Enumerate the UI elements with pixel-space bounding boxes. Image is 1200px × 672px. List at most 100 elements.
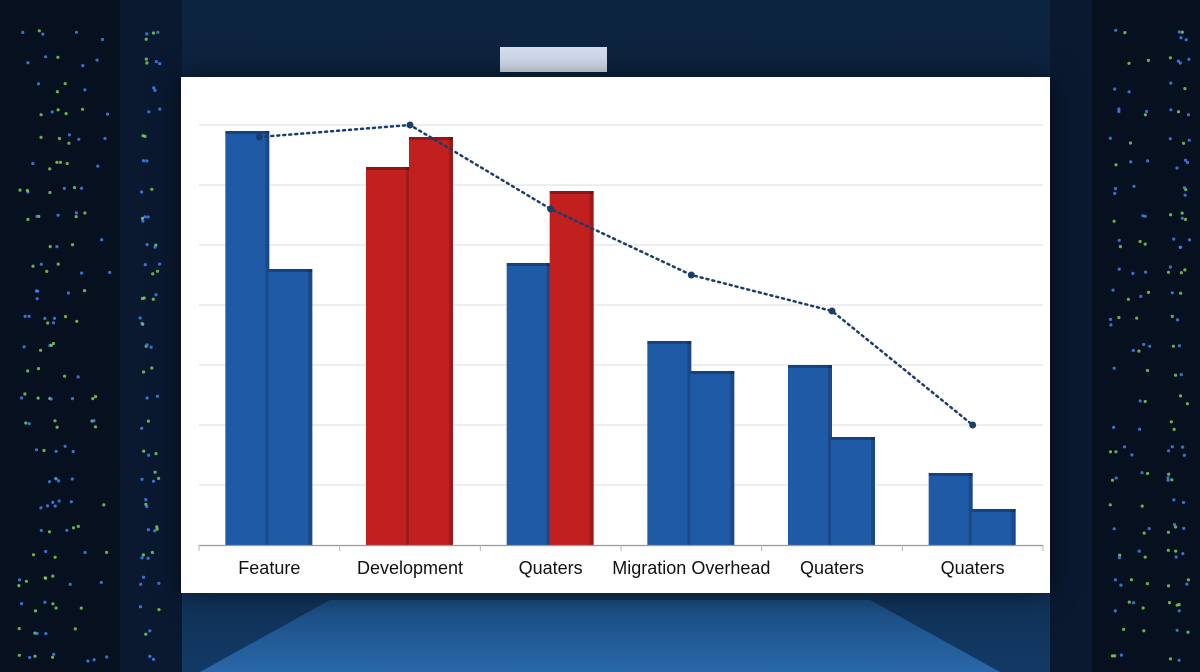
server-led bbox=[1142, 342, 1146, 347]
server-led bbox=[143, 263, 147, 267]
server-led bbox=[1183, 193, 1187, 197]
server-led bbox=[68, 582, 72, 587]
server-led bbox=[1177, 609, 1181, 613]
server-led bbox=[81, 64, 85, 68]
server-led bbox=[1174, 549, 1178, 553]
server-led bbox=[80, 186, 84, 190]
server-led bbox=[26, 369, 30, 373]
server-led bbox=[92, 658, 96, 662]
server-led bbox=[1130, 453, 1134, 457]
server-led bbox=[56, 55, 60, 59]
server-led bbox=[57, 136, 62, 141]
server-led bbox=[105, 655, 109, 659]
server-led bbox=[35, 297, 39, 301]
server-led bbox=[1180, 30, 1184, 34]
server-led bbox=[63, 444, 67, 448]
trend-point bbox=[969, 421, 977, 429]
server-led bbox=[83, 211, 87, 215]
server-led bbox=[1175, 628, 1179, 632]
server-led bbox=[1117, 109, 1121, 114]
server-led bbox=[1119, 583, 1123, 587]
server-led bbox=[1174, 373, 1178, 377]
server-led bbox=[1181, 500, 1186, 505]
server-led bbox=[81, 107, 85, 111]
server-led bbox=[153, 88, 157, 92]
server-led bbox=[1139, 294, 1143, 298]
server-led bbox=[72, 186, 77, 190]
server-led bbox=[1108, 503, 1112, 507]
server-led bbox=[1145, 582, 1149, 586]
server-led bbox=[79, 606, 83, 610]
server-led bbox=[1182, 526, 1186, 531]
server-led bbox=[1143, 242, 1147, 246]
server-led bbox=[1175, 166, 1179, 170]
server-led bbox=[52, 652, 56, 656]
server-led bbox=[145, 61, 149, 65]
server-led bbox=[157, 581, 161, 585]
server-led bbox=[1146, 290, 1151, 294]
server-led bbox=[49, 343, 54, 347]
server-led bbox=[31, 553, 36, 557]
server-led bbox=[20, 602, 24, 606]
server-led bbox=[157, 476, 161, 480]
x-tick-label: Development bbox=[357, 558, 463, 578]
server-led bbox=[151, 31, 156, 35]
server-led bbox=[51, 574, 55, 578]
server-led bbox=[150, 187, 154, 191]
server-led bbox=[1183, 87, 1187, 91]
bar-side-shade bbox=[968, 473, 973, 545]
server-led bbox=[1172, 237, 1176, 241]
server-led bbox=[1108, 317, 1113, 321]
server-led bbox=[43, 576, 47, 580]
x-tick-label: Migration Overhead bbox=[612, 558, 770, 578]
server-led bbox=[36, 367, 41, 371]
server-led bbox=[83, 289, 87, 293]
server-led bbox=[102, 503, 106, 507]
server-led bbox=[51, 500, 55, 504]
server-led bbox=[57, 499, 61, 503]
server-led bbox=[44, 55, 48, 59]
bar-top-edge bbox=[225, 131, 270, 134]
server-led bbox=[74, 211, 78, 215]
ceiling-light bbox=[500, 47, 607, 72]
server-led bbox=[18, 188, 22, 192]
server-led bbox=[141, 134, 145, 138]
server-led bbox=[74, 30, 79, 34]
server-led bbox=[83, 88, 87, 92]
server-led bbox=[1143, 555, 1147, 559]
server-led bbox=[57, 479, 61, 483]
trend-point bbox=[828, 307, 836, 315]
server-led bbox=[142, 575, 146, 579]
server-led bbox=[105, 550, 109, 555]
server-led bbox=[144, 37, 148, 41]
server-led bbox=[1172, 498, 1176, 502]
server-led bbox=[27, 314, 31, 318]
server-led bbox=[141, 219, 145, 223]
server-led bbox=[151, 272, 155, 276]
server-led bbox=[150, 366, 154, 370]
server-led bbox=[1114, 163, 1118, 167]
x-tick-label: Quaters bbox=[800, 558, 864, 578]
bar-top-edge bbox=[647, 341, 692, 344]
server-led bbox=[33, 609, 38, 613]
bar-top-edge bbox=[928, 473, 973, 476]
server-led bbox=[36, 396, 40, 400]
server-led bbox=[1172, 523, 1177, 527]
server-led bbox=[1111, 288, 1115, 292]
server-led bbox=[1175, 318, 1180, 322]
server-led bbox=[157, 608, 161, 612]
server-led bbox=[1185, 402, 1189, 406]
server-led bbox=[17, 627, 21, 631]
server-led bbox=[36, 289, 40, 293]
server-led bbox=[154, 452, 158, 456]
bar-side-shade bbox=[730, 371, 735, 545]
server-led bbox=[69, 500, 73, 504]
server-led bbox=[1171, 344, 1175, 348]
server-led bbox=[26, 61, 30, 65]
server-led bbox=[142, 449, 146, 453]
server-led bbox=[1118, 245, 1122, 249]
server-led bbox=[1182, 186, 1186, 190]
server-led bbox=[1119, 653, 1123, 657]
server-led bbox=[1117, 107, 1121, 111]
server-led bbox=[1146, 471, 1150, 476]
